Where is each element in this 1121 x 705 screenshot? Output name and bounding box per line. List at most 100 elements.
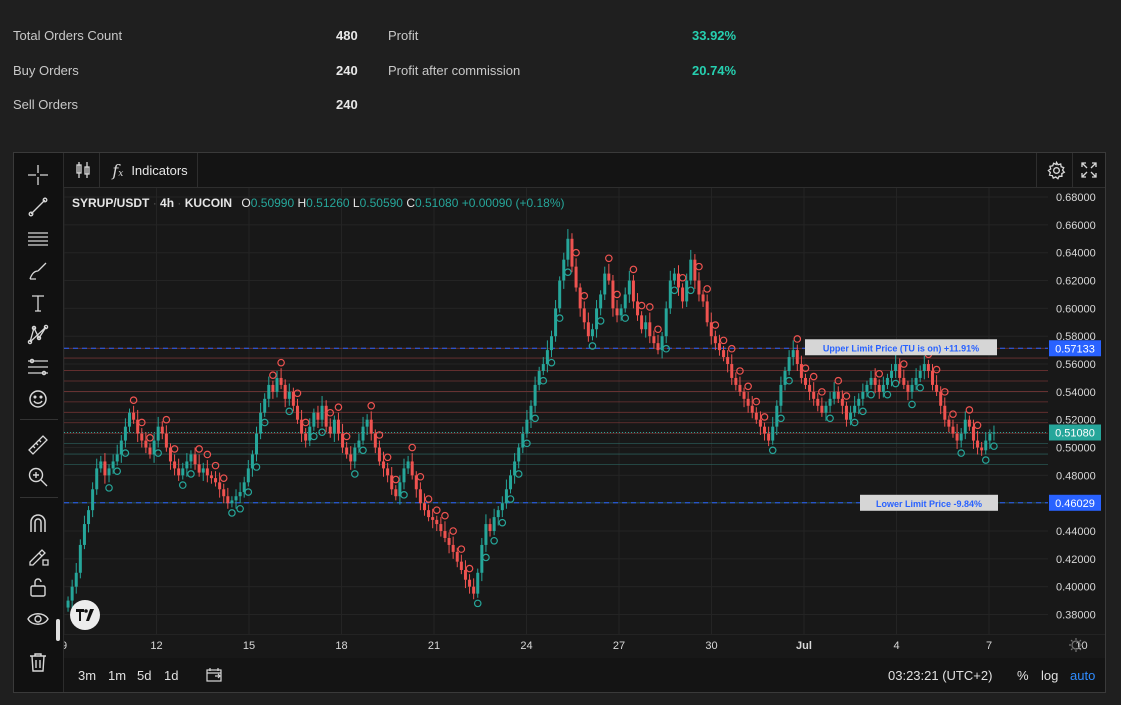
candle-body — [877, 384, 881, 392]
percent-toggle[interactable]: % — [1017, 668, 1029, 683]
time-scale[interactable]: 9 12 15 18 21 24 27 30 Jul 4 7 10 — [64, 634, 1105, 656]
candle-body — [123, 426, 127, 441]
indicators-button[interactable]: fx Indicators — [104, 153, 196, 187]
time-tick-label: 15 — [243, 640, 255, 652]
trend-line-icon[interactable] — [24, 194, 52, 220]
buy-marker — [113, 467, 122, 475]
candle-body — [951, 426, 955, 434]
candle-body — [754, 412, 758, 420]
buy-marker — [490, 536, 498, 545]
sell-marker — [465, 564, 474, 573]
sell-marker — [818, 388, 826, 396]
price-scale[interactable]: 0.68000 0.66000 0.64000 0.62000 0.60000 0.580… — [1048, 188, 1105, 634]
sell-marker — [678, 273, 687, 282]
candle-body — [685, 280, 689, 302]
candle-body — [193, 454, 197, 465]
price-plot[interactable]: Upper Limit Price (TU is on) +11.91% Lowe… — [64, 188, 1048, 634]
buy-marker — [957, 449, 965, 457]
candle-body — [529, 405, 533, 420]
crosshair-icon[interactable] — [24, 162, 52, 188]
range-5d[interactable]: 5d — [137, 668, 152, 683]
range-1m[interactable]: 1m — [108, 668, 127, 683]
sell-marker — [424, 495, 433, 503]
toolbar-collapse-handle[interactable] — [56, 619, 60, 641]
candle-body — [779, 384, 783, 406]
candle-body — [349, 454, 353, 462]
candle-body — [537, 370, 541, 385]
upper-limit-label-bg — [805, 339, 997, 356]
time-tick-label: 21 — [428, 640, 440, 652]
auto-toggle[interactable]: auto — [1070, 668, 1096, 683]
magnet-icon[interactable] — [24, 510, 52, 536]
price-tick-label: 0.60000 — [1056, 303, 1096, 315]
sell-orders-value: 240 — [336, 97, 358, 112]
range-3m[interactable]: 3m — [78, 668, 97, 683]
text-icon[interactable] — [24, 290, 52, 316]
candle-body — [382, 461, 386, 469]
horizontal-lines-icon[interactable] — [24, 226, 52, 252]
range-1d[interactable]: 1d — [164, 668, 179, 683]
sell-marker — [793, 335, 802, 343]
candle-body — [898, 364, 902, 378]
price-tick-label: 0.50000 — [1056, 443, 1096, 455]
chart-top-toolbar: fx Indicators — [64, 153, 1105, 188]
ruler-icon[interactable] — [24, 432, 52, 458]
lock-drawing-icon[interactable] — [24, 542, 52, 568]
candle-body — [492, 517, 496, 532]
date-range-icon[interactable] — [206, 667, 222, 686]
candle-body — [808, 384, 812, 392]
candle-body — [459, 561, 463, 570]
price-scale-bg — [1048, 188, 1105, 634]
emoji-icon[interactable] — [24, 386, 52, 412]
candle-body — [570, 238, 574, 267]
legend-exchange: KUCOIN — [184, 196, 233, 210]
candle-body — [300, 419, 304, 434]
candle-body — [672, 273, 676, 281]
sell-marker — [801, 364, 810, 373]
fullscreen-icon[interactable] — [1074, 153, 1104, 187]
candle-body — [664, 308, 668, 337]
sell-marker — [760, 413, 769, 421]
price-tick-label: 0.68000 — [1056, 192, 1096, 204]
buy-marker — [826, 414, 834, 423]
sell-marker — [834, 376, 843, 385]
candle-body — [828, 398, 832, 406]
candle-body — [226, 496, 230, 504]
candle-body — [271, 384, 275, 392]
eye-icon[interactable] — [24, 606, 52, 632]
pattern-icon[interactable] — [24, 322, 52, 348]
candle-body — [373, 433, 377, 448]
candle-body — [144, 440, 148, 448]
candle-body — [558, 280, 562, 309]
trash-icon[interactable] — [24, 649, 52, 675]
candle-body — [443, 531, 447, 538]
sell-marker — [646, 303, 654, 311]
candle-body — [894, 364, 898, 371]
brush-icon[interactable] — [24, 258, 52, 284]
buy-marker — [473, 599, 482, 608]
candle-body — [377, 447, 381, 462]
tradingview-logo[interactable] — [70, 600, 100, 630]
candle-body — [447, 537, 451, 545]
candle-body — [136, 419, 140, 434]
candle-body — [386, 468, 390, 476]
sell-marker — [654, 325, 662, 334]
price-tick-label: 0.44000 — [1056, 526, 1096, 538]
candle-body — [336, 419, 340, 434]
buy-orders-label: Buy Orders — [13, 63, 79, 78]
candles-icon[interactable] — [68, 153, 98, 187]
measure-lines-icon[interactable] — [24, 354, 52, 380]
log-toggle[interactable]: log — [1041, 668, 1059, 683]
clock-time[interactable]: 03:23:21 (UTC+2) — [888, 668, 993, 683]
candle-body — [140, 433, 144, 441]
zoom-in-icon[interactable] — [24, 464, 52, 490]
time-tick-label: 9 — [64, 640, 67, 652]
buy-marker — [178, 481, 187, 489]
unlock-icon[interactable] — [24, 574, 52, 600]
indicators-label: Indicators — [131, 162, 188, 178]
total-orders-label: Total Orders Count — [13, 28, 123, 43]
settings-icon[interactable] — [1040, 153, 1072, 187]
buy-marker — [498, 518, 507, 527]
candle-body — [861, 391, 865, 399]
candle-body — [304, 433, 308, 441]
